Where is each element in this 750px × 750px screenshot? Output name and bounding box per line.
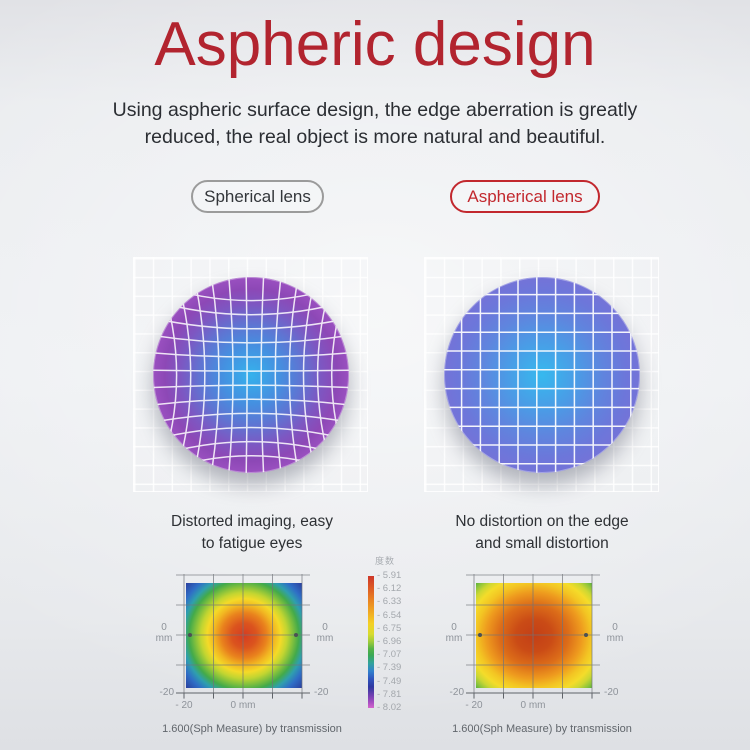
legend-tick-label: - 8.02 xyxy=(377,701,402,713)
legend-tick-label: - 7.81 xyxy=(377,688,402,700)
caption-line: Distorted imaging, easy xyxy=(171,513,333,530)
subtitle-line-1: Using aspheric surface design, the edge … xyxy=(112,99,638,121)
x-axis-zero-label: 0 mm xyxy=(230,700,256,711)
caption-line: to fatigue eyes xyxy=(201,535,303,552)
y-axis-zero-label: 0 mm xyxy=(445,622,463,644)
measure-point-left xyxy=(188,633,192,637)
legend-tick-label: - 6.54 xyxy=(377,609,402,621)
power-map-grid xyxy=(466,574,600,699)
aspherical-lens-illustration xyxy=(424,257,660,493)
aspherical-power-map: 0 mm 0 mm -20 -20 - 20 0 mm xyxy=(420,560,650,732)
spherical-lens-badge-label: Spherical lens xyxy=(204,186,311,206)
subtitle-line-2: reduced, the real object is more natural… xyxy=(144,126,606,148)
y-axis-neg20-label: -20 xyxy=(159,687,174,698)
y-axis-neg20-label: -20 xyxy=(604,687,619,698)
aspherical-lens-caption: No distortion on the edge and small dist… xyxy=(412,511,672,555)
spherical-lens-illustration xyxy=(133,257,369,493)
legend-tick-label: - 6.96 xyxy=(377,635,402,647)
legend-colorbar xyxy=(368,576,374,708)
x-axis-zero-label: 0 mm xyxy=(520,700,546,711)
aspherical-lens-badge-label: Aspherical lens xyxy=(467,186,583,206)
y-axis-zero-label: 0 mm xyxy=(606,622,624,644)
power-legend: 度数 - 5.91 - 6.12 - 6.33 - 6.54 - 6.75 - … xyxy=(346,552,424,724)
spherical-lens-badge: Spherical lens xyxy=(191,180,324,213)
y-axis-zero-label: 0 mm xyxy=(155,622,173,644)
caption-line: and small distortion xyxy=(475,535,609,552)
x-axis-neg20-label: - 20 xyxy=(465,700,483,711)
page-subtitle: Using aspheric surface design, the edge … xyxy=(0,97,750,151)
aspherical-lens-badge: Aspherical lens xyxy=(450,180,600,213)
straight-grid-lens-graphic xyxy=(444,277,640,473)
legend-tick-label: - 7.49 xyxy=(377,675,402,687)
y-axis-neg20-label: -20 xyxy=(314,687,329,698)
power-map-grid xyxy=(176,574,310,699)
aspherical-heatmap xyxy=(476,583,592,688)
legend-tick-label: - 6.75 xyxy=(377,622,402,634)
caption-line: No distortion on the edge xyxy=(455,513,629,530)
x-axis-neg20-label: - 20 xyxy=(175,700,193,711)
spherical-map-footnote: 1.600(Sph Measure) by transmission xyxy=(162,723,342,735)
spherical-heatmap xyxy=(186,583,302,688)
legend-tick-labels: - 5.91 - 6.12 - 6.33 - 6.54 - 6.75 - 6.9… xyxy=(377,571,421,713)
y-axis-zero-label: 0 mm xyxy=(316,622,334,644)
spherical-lens-caption: Distorted imaging, easy to fatigue eyes xyxy=(122,511,382,555)
page-title: Aspheric design xyxy=(154,10,596,79)
legend-title: 度数 xyxy=(374,556,395,566)
aspherical-map-footnote: 1.600(Sph Measure) by transmission xyxy=(452,723,632,735)
legend-tick-label: - 6.33 xyxy=(377,596,402,608)
measure-point-right xyxy=(584,633,588,637)
measure-point-right xyxy=(294,633,298,637)
y-axis-neg20-label: -20 xyxy=(449,687,464,698)
spherical-power-map: 0 mm 0 mm -20 -20 - 20 0 mm xyxy=(130,560,360,732)
legend-tick-label: - 7.07 xyxy=(377,649,402,661)
measure-point-left xyxy=(478,633,482,637)
legend-tick-label: - 7.39 xyxy=(377,662,402,674)
distorted-grid-lens-graphic xyxy=(153,277,349,473)
legend-tick-label: - 6.12 xyxy=(377,583,402,595)
legend-tick-label: - 5.91 xyxy=(377,570,402,581)
